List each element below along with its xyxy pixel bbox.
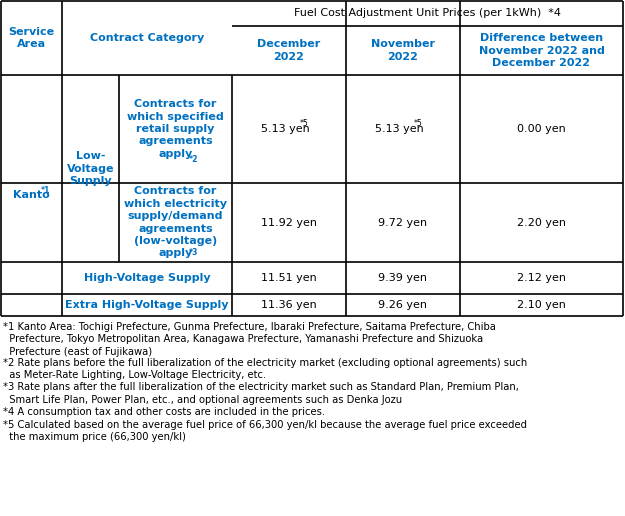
Text: Difference between
November 2022 and
December 2022: Difference between November 2022 and Dec… [479,33,604,68]
Text: 2.20 yen: 2.20 yen [517,218,566,228]
Text: 11.92 yen: 11.92 yen [261,218,317,228]
Text: *1: *1 [41,186,50,195]
Text: *2 Rate plans before the full liberalization of the electricity market (excludin: *2 Rate plans before the full liberaliza… [3,358,528,380]
Text: Contract Category: Contract Category [90,33,204,43]
Text: 9.39 yen: 9.39 yen [379,273,428,283]
Text: 9.26 yen: 9.26 yen [379,300,428,310]
Text: 11.51 yen: 11.51 yen [261,273,317,283]
Text: 5.13 yen: 5.13 yen [261,124,309,134]
Text: 2.12 yen: 2.12 yen [517,273,566,283]
Text: Fuel Cost Adjustment Unit Prices (per 1kWh)  *4: Fuel Cost Adjustment Unit Prices (per 1k… [294,8,561,19]
Text: December
2022: December 2022 [258,39,321,62]
Text: 2.10 yen: 2.10 yen [517,300,566,310]
Text: 5.13 yen: 5.13 yen [374,124,423,134]
Text: *5: *5 [414,120,422,128]
Text: *5: *5 [299,120,308,128]
Text: *3: *3 [189,248,198,257]
Text: *1 Kanto Area: Tochigi Prefecture, Gunma Prefecture, Ibaraki Prefecture, Saitama: *1 Kanto Area: Tochigi Prefecture, Gunma… [3,322,496,357]
Text: Contracts for
which specified
retail supply
agreements
apply: Contracts for which specified retail sup… [127,99,224,159]
Text: Contracts for
which electricity
supply/demand
agreements
(low-voltage)
apply: Contracts for which electricity supply/d… [124,186,227,259]
Text: High-Voltage Supply: High-Voltage Supply [84,273,210,283]
Text: Extra High-Voltage Supply: Extra High-Voltage Supply [65,300,229,310]
Text: *3 Rate plans after the full liberalization of the electricity market such as St: *3 Rate plans after the full liberalizat… [3,382,519,405]
Text: 11.36 yen: 11.36 yen [261,300,317,310]
Text: 9.72 yen: 9.72 yen [379,218,428,228]
Text: Low-
Voltage
Supply: Low- Voltage Supply [67,151,114,186]
Text: Service
Area: Service Area [9,27,54,49]
Text: *2: *2 [189,154,198,164]
Text: *5 Calculated based on the average fuel price of 66,300 yen/kl because the avera: *5 Calculated based on the average fuel … [3,420,527,442]
Text: November
2022: November 2022 [371,39,435,62]
Text: Kanto: Kanto [13,190,50,201]
Text: 0.00 yen: 0.00 yen [517,124,566,134]
Text: *4 A consumption tax and other costs are included in the prices.: *4 A consumption tax and other costs are… [3,407,325,417]
